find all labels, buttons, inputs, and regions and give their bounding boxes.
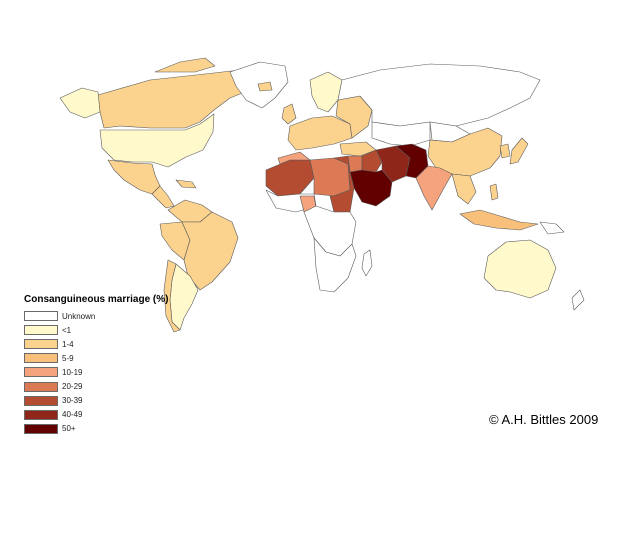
legend-label: 5-9 — [62, 353, 74, 363]
legend-swatch — [24, 395, 58, 406]
region-turkey — [339, 141, 377, 157]
legend-item-50-plus: 50+ — [24, 422, 168, 436]
legend-label: 40-49 — [62, 410, 83, 420]
legend-swatch — [24, 353, 58, 364]
region-australia — [483, 239, 557, 299]
region-southeast-asia — [451, 173, 477, 205]
region-alaska — [59, 87, 101, 119]
legend-item-1-4: 1-4 — [24, 337, 168, 351]
region-brazil — [181, 211, 239, 291]
region-british-isles — [281, 103, 297, 125]
legend-item-20-29: 20-29 — [24, 379, 168, 393]
legend-label: 10-19 — [62, 367, 83, 377]
legend-item-lt1: <1 — [24, 323, 168, 337]
legend-item-40-49: 40-49 — [24, 408, 168, 422]
region-philippines — [489, 183, 499, 201]
legend-label: 50+ — [62, 424, 76, 434]
region-morocco — [277, 151, 311, 165]
region-new-zealand — [571, 289, 585, 311]
legend-swatch — [24, 381, 58, 392]
region-russia — [337, 63, 541, 127]
legend-title: Consanguineous marriage (%) — [24, 294, 169, 305]
legend-swatch — [24, 311, 58, 322]
legend-label: Unknown — [62, 311, 96, 321]
legend-item-5-9: 5-9 — [24, 351, 168, 365]
legend-item-30-39: 30-39 — [24, 394, 168, 408]
region-kazakhstan — [371, 121, 431, 147]
region-north-central-africa — [309, 157, 351, 197]
copyright-credit: © A.H. Bittles 2009 — [489, 412, 599, 427]
legend-label: 30-39 — [62, 396, 83, 406]
region-indonesia — [459, 209, 539, 231]
region-madagascar — [361, 249, 373, 277]
legend-item-10-19: 10-19 — [24, 365, 168, 379]
legend-swatch — [24, 367, 58, 378]
region-southern-africa — [313, 237, 357, 293]
region-mexico — [107, 159, 161, 195]
region-usa — [99, 113, 215, 168]
legend-swatch — [24, 423, 58, 434]
legend-item-unknown: Unknown — [24, 309, 168, 323]
legend-swatch — [24, 339, 58, 350]
region-japan — [509, 137, 529, 165]
region-scandinavia — [309, 71, 343, 113]
region-central-america — [151, 185, 175, 209]
region-chile — [163, 259, 181, 333]
region-northwest-africa — [265, 159, 315, 197]
region-korea — [499, 143, 511, 159]
region-canadian-arctic — [154, 57, 216, 73]
legend-swatch — [24, 409, 58, 420]
region-caribbean — [175, 179, 197, 189]
region-western-europe — [287, 115, 353, 151]
region-saudi-arabia — [349, 169, 393, 207]
region-levant — [347, 155, 363, 173]
region-iraq — [361, 149, 383, 173]
region-iceland — [257, 81, 273, 92]
legend-swatch — [24, 325, 58, 336]
region-india — [415, 165, 453, 211]
region-china — [427, 127, 503, 177]
legend-label: <1 — [62, 325, 72, 335]
legend-label: 1-4 — [62, 339, 74, 349]
region-canada — [97, 69, 263, 129]
region-papua — [539, 221, 565, 235]
map-legend: Consanguineous marriage (%) Unknown <1 1… — [24, 294, 168, 436]
legend-label: 20-29 — [62, 382, 83, 392]
